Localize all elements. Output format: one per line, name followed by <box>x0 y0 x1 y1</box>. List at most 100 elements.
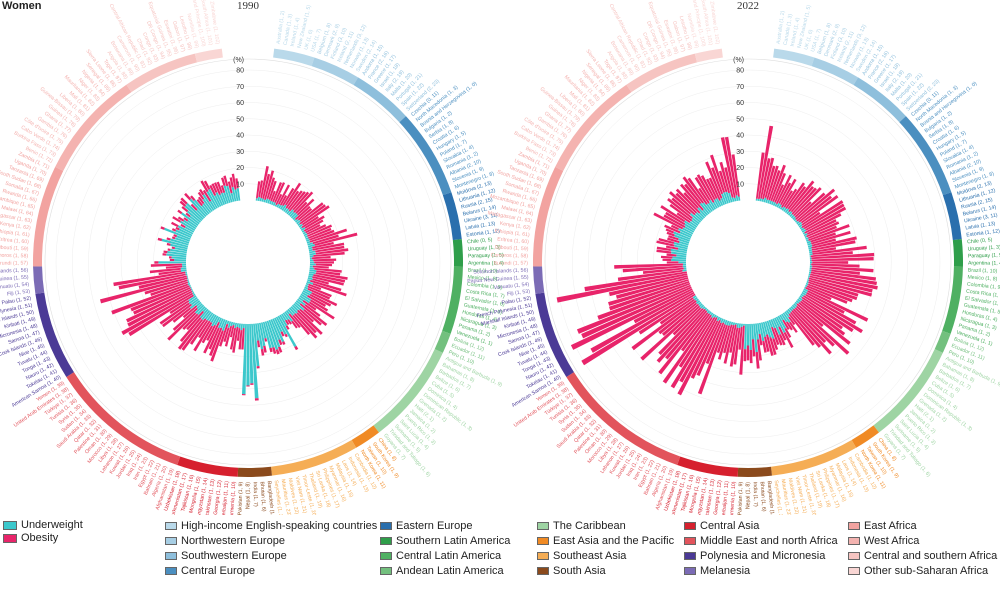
bar-obesity <box>158 270 182 276</box>
outer-circle <box>544 58 952 466</box>
bar-underweight <box>183 219 197 230</box>
legend-region-east-asia-and-the-pacific: East Asia and the Pacific <box>537 535 674 547</box>
bar-obesity <box>229 325 235 338</box>
bar-obesity <box>656 246 671 252</box>
bar-obesity <box>316 270 341 276</box>
bar-obesity <box>670 316 716 389</box>
bar-underweight <box>757 323 761 335</box>
bar-obesity <box>199 188 205 196</box>
bar-obesity <box>677 320 719 396</box>
bar-underweight <box>805 237 809 240</box>
legend-label: Central Latin America <box>396 550 502 562</box>
bar-obesity <box>295 201 308 214</box>
bar-obesity <box>236 328 241 341</box>
bar-obesity <box>193 322 213 352</box>
bar-underweight <box>305 282 309 286</box>
bar-underweight <box>309 259 314 262</box>
bar-obesity <box>690 320 721 379</box>
bar-underweight <box>734 322 738 325</box>
bar-underweight <box>178 228 193 237</box>
bar-underweight <box>309 250 316 254</box>
axis-tick-label: 10 <box>236 181 244 188</box>
bar-obesity <box>206 324 216 341</box>
bar-underweight <box>705 308 709 312</box>
bar-underweight <box>307 242 314 246</box>
bar-underweight <box>795 300 800 304</box>
grid-circle <box>620 134 876 390</box>
bar-underweight <box>174 247 188 252</box>
bar-obesity <box>305 224 321 234</box>
bar-obesity <box>773 327 783 346</box>
bar-obesity <box>794 201 812 218</box>
bar-obesity <box>262 173 271 199</box>
bar-obesity <box>216 181 223 194</box>
legend-swatch <box>380 522 392 530</box>
bar-obesity <box>171 246 176 250</box>
bar-underweight <box>809 269 812 272</box>
bar-underweight <box>294 219 299 223</box>
bar-underweight <box>777 315 787 329</box>
bar-underweight <box>187 282 191 286</box>
bar-obesity <box>274 182 286 203</box>
bar-obesity <box>304 215 325 229</box>
legend-label: East Asia and the Pacific <box>553 535 675 547</box>
bar-underweight <box>715 315 719 319</box>
bar-underweight <box>278 204 282 209</box>
bar-obesity <box>739 325 745 375</box>
grid-circle <box>588 102 908 422</box>
region-arc-andean-latin-america <box>934 330 951 353</box>
bar-obesity <box>661 303 699 336</box>
bar-obesity <box>597 282 691 320</box>
bar-underweight <box>674 244 688 250</box>
country-label: UK (1, 6) <box>303 29 314 51</box>
bar-obesity <box>167 248 171 251</box>
bar-underweight <box>208 188 220 208</box>
axis-tick-label: 10 <box>736 181 744 188</box>
bar-obesity <box>223 175 229 187</box>
bar-obesity <box>633 290 694 324</box>
bar-underweight <box>683 267 687 270</box>
bar-obesity <box>292 314 311 335</box>
bar-obesity <box>133 286 191 315</box>
grid-circle <box>572 86 924 438</box>
bar-underweight <box>772 202 776 206</box>
bar-obesity <box>285 182 302 206</box>
legend-region-middle-east-and-north-africa: Middle East and north Africa <box>684 535 838 547</box>
bar-underweight <box>809 257 812 260</box>
bar-obesity <box>808 225 837 239</box>
bar-underweight <box>715 198 722 207</box>
bar-obesity <box>306 224 327 235</box>
bar-obesity <box>720 137 736 198</box>
bar-underweight <box>299 295 310 304</box>
bar-obesity <box>788 316 796 326</box>
bar-obesity <box>812 247 837 253</box>
region-arc-southeast-asia <box>770 440 857 476</box>
legend-region-polynesia-and-micronesia: Polynesia and Micronesia <box>684 550 825 562</box>
bar-underweight <box>702 306 706 310</box>
bar-obesity <box>163 250 168 254</box>
bar-underweight <box>309 265 313 268</box>
bar-obesity <box>307 287 331 300</box>
region-arc-eastern-europe <box>942 192 962 241</box>
bar-obesity <box>126 288 192 323</box>
bar-underweight <box>206 191 218 209</box>
country-label: Zimbabwe (1, 102) <box>708 1 720 45</box>
bar-obesity <box>99 277 188 304</box>
bar-underweight <box>307 277 313 281</box>
bar-underweight <box>757 198 760 202</box>
bar-obesity <box>181 318 207 351</box>
bar-obesity <box>250 383 254 385</box>
bar-underweight <box>803 233 808 237</box>
bar-underweight <box>684 220 697 230</box>
bar-underweight <box>708 311 712 315</box>
bar-obesity <box>671 197 692 215</box>
bar-underweight <box>276 203 280 208</box>
bar-underweight <box>762 321 768 335</box>
grid-circle <box>637 151 859 373</box>
legend-region-high-income-english-speaking-countries: High-income English-speaking countries <box>165 520 377 532</box>
bar-obesity <box>787 186 807 210</box>
legend-label: Southern Latin America <box>396 535 511 547</box>
legend-region-andean-latin-america: Andean Latin America <box>380 565 504 577</box>
bar-underweight <box>186 275 188 278</box>
bar-underweight <box>185 273 188 276</box>
